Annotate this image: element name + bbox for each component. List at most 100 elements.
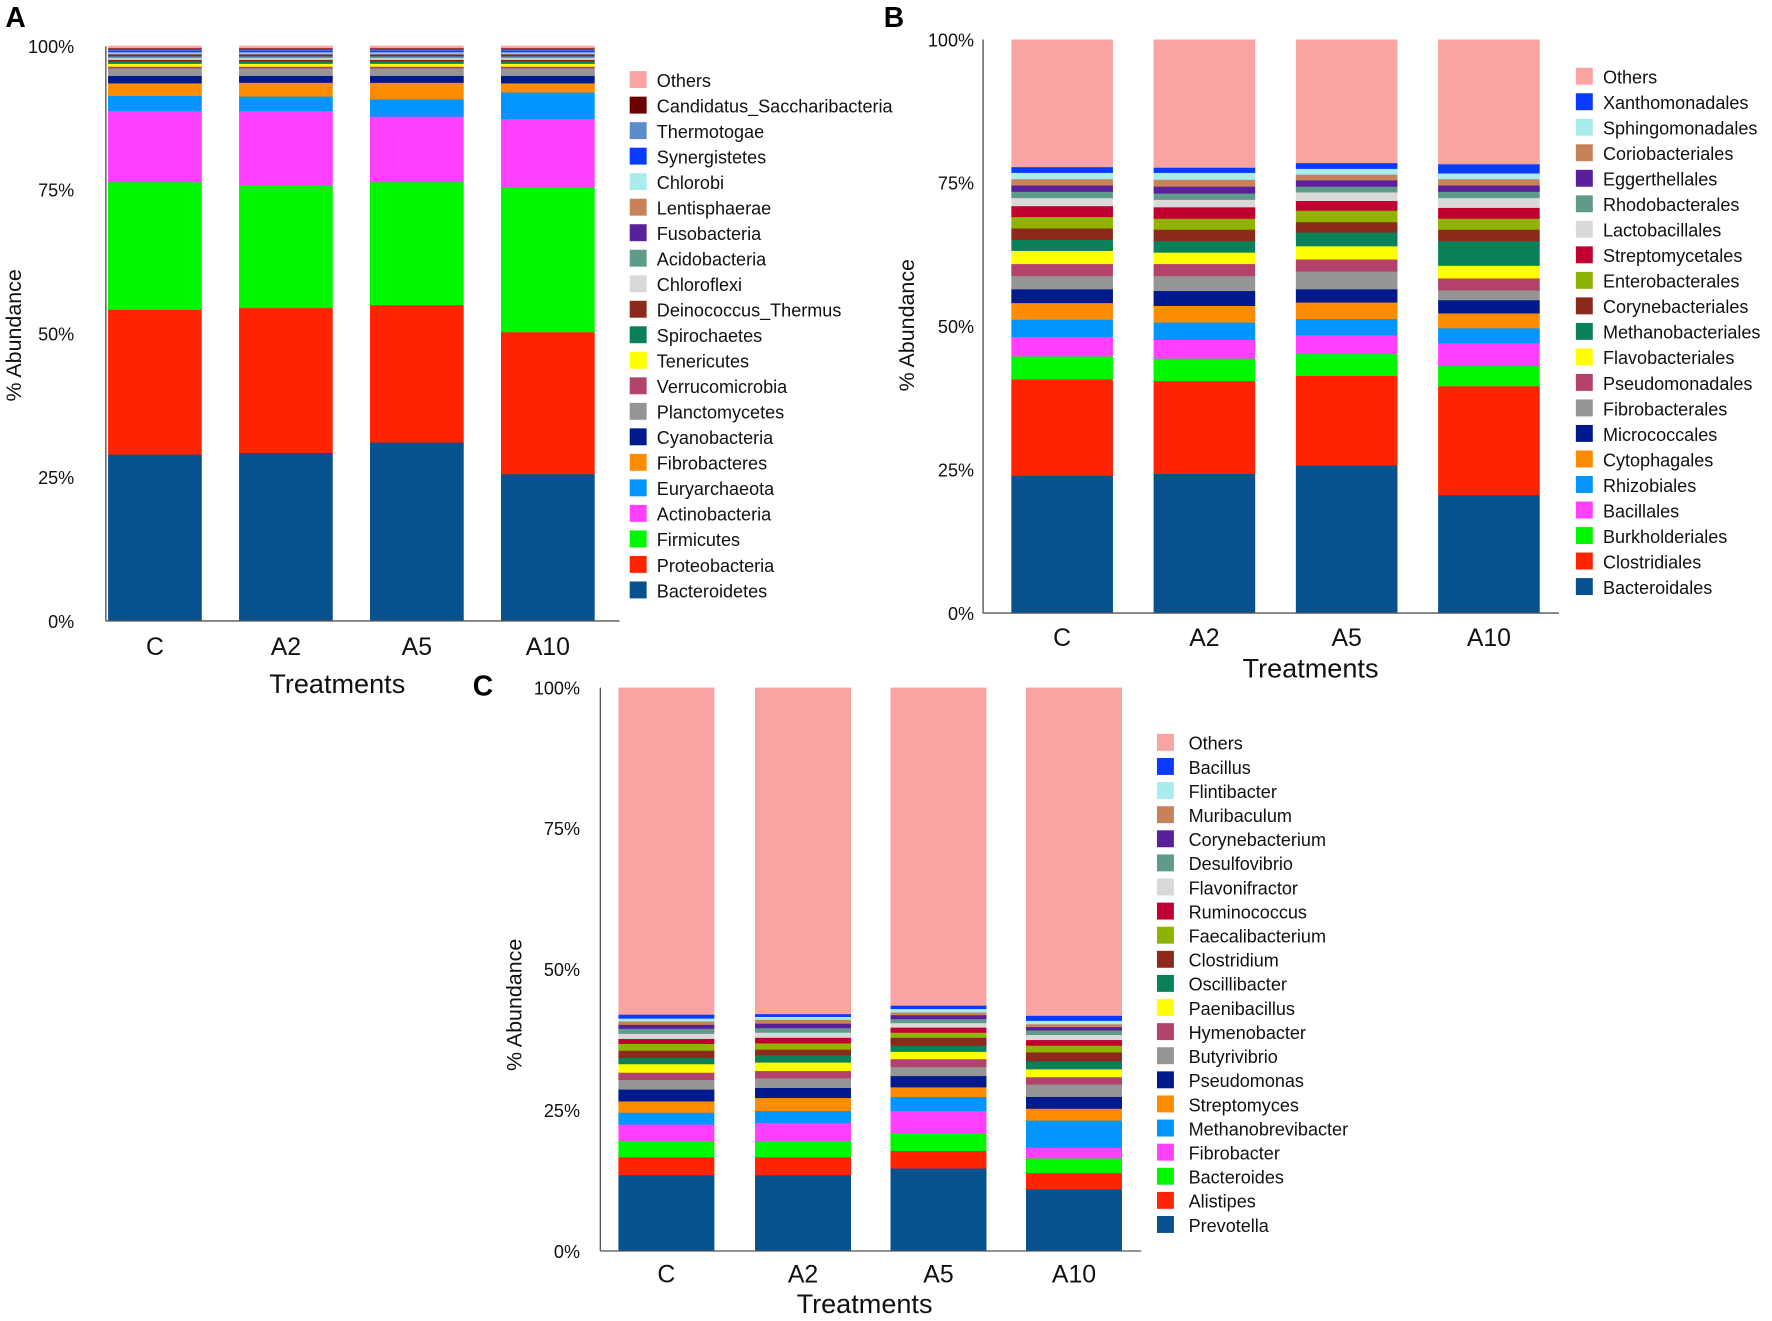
bar-segment-bacteroidetes <box>108 454 202 622</box>
bar-segment-methanobacteriales <box>1011 239 1113 251</box>
bar-segment-rhizobiales <box>1153 322 1256 340</box>
x-axis-title: Treatments <box>1243 652 1379 683</box>
bar-segment-fibrobacter <box>890 1110 987 1134</box>
x-tick-label: A2 <box>271 634 301 661</box>
bar-segment-fibrobacteres <box>239 82 333 97</box>
legend-item: Candidatus_Saccharibacteria <box>629 96 894 117</box>
legend-label: Streptomyces <box>1189 1095 1299 1115</box>
bar-segment-deinococcus-thermus <box>500 59 595 62</box>
legend-item: Streptomyces <box>1156 1095 1299 1115</box>
legend-item: Alistipes <box>1156 1191 1256 1212</box>
bar-segment-others <box>370 45 464 49</box>
bar-segment-eggerthellales <box>1295 180 1398 187</box>
bar-segment-butyrivibrio <box>1026 1084 1122 1097</box>
y-tick-label: 0% <box>948 604 974 624</box>
bar-segment-micrococcales <box>1011 289 1113 304</box>
bar-segment-bacteroidales <box>1011 475 1113 614</box>
legend-swatch <box>1575 578 1593 596</box>
x-axis-title: Treatments <box>269 668 405 699</box>
bar-segment-oscillibacter <box>1026 1061 1122 1070</box>
bar-segment-prevotella <box>755 1174 851 1252</box>
bar-segment-desulfovibrio <box>890 1018 987 1024</box>
legend-item: Flavobacteriales <box>1575 348 1734 368</box>
bar-segment-cyanobacteria <box>108 75 202 84</box>
legend-swatch <box>629 275 647 293</box>
y-tick-label: 0% <box>48 612 74 632</box>
x-tick-label: A10 <box>526 634 570 661</box>
bar-segment-chlorobi <box>370 52 464 54</box>
bar-segment-euryarchaeota <box>370 99 464 117</box>
legend-item: Micrococcales <box>1575 425 1717 445</box>
legend-label: Coriobacteriales <box>1603 144 1733 164</box>
legend-item: Butyrivibrio <box>1156 1047 1278 1067</box>
legend-item: Sphingomonadales <box>1575 119 1758 139</box>
bar-segment-prevotella <box>618 1174 715 1252</box>
bar-segment-pseudomonas <box>890 1075 987 1088</box>
bar-segment-hymenobacter <box>618 1072 715 1081</box>
y-axis-title: % Abundance <box>2 269 26 401</box>
legend-swatch <box>1156 854 1174 872</box>
x-tick-label: A2 <box>1189 625 1219 652</box>
bar-segment-bacteroides <box>618 1140 715 1158</box>
x-tick-label: A2 <box>788 1262 818 1289</box>
bar-segment-xanthomonadales <box>1295 162 1398 169</box>
y-tick-label: 25% <box>38 468 74 488</box>
bar-segment-cyanobacteria <box>370 75 464 83</box>
bar-segment-cytophagales <box>1153 305 1256 323</box>
bar-segment-paenibacillus <box>1026 1069 1122 1078</box>
legend-label: Actinobacteria <box>657 505 772 525</box>
panel-c: C C A2 A5 A10 0% 25% 50% 75% 100% Treatments % Abun… <box>473 670 1348 1320</box>
legend-swatch <box>1575 373 1593 391</box>
bar-segment-hymenobacter <box>890 1058 987 1068</box>
bar-segment-candidatus-saccharibacteria <box>239 48 333 50</box>
legend-item: Corynebacterium <box>1156 830 1326 850</box>
bar-segment-synergistetes <box>108 50 202 53</box>
bar-segment-thermotogae <box>370 49 464 51</box>
bar-segment-clostridium <box>1026 1052 1122 1062</box>
legend-item: Synergistetes <box>629 147 766 167</box>
bar-segment-actinobacteria <box>108 110 202 183</box>
legend-item: Lactobacillales <box>1575 221 1721 241</box>
stacked-bar-A10 <box>1438 39 1540 614</box>
legend-label: Oscillibacter <box>1189 975 1287 995</box>
stacked-bar-C <box>108 45 202 622</box>
legend-item: Flintibacter <box>1156 782 1277 802</box>
bar-segment-cytophagales <box>1011 302 1113 320</box>
legend-label: Sphingomonadales <box>1603 119 1758 139</box>
bar-segment-paenibacillus <box>618 1063 715 1073</box>
bar-segment-bacillus <box>1026 1015 1122 1021</box>
bar-segment-flintibacter <box>1026 1020 1122 1025</box>
legend-swatch <box>1156 782 1174 800</box>
bar-segment-sphingomonadales <box>1438 173 1540 180</box>
legend-swatch <box>1575 501 1593 519</box>
bar-segment-deinococcus-thermus <box>239 59 333 62</box>
bar-segment-desulfovibrio <box>618 1028 715 1034</box>
panel-label: B <box>884 1 904 33</box>
bar-segment-prevotella <box>1026 1189 1122 1252</box>
y-tick-label: 50% <box>544 960 580 980</box>
bar-segment-flavobacteriales <box>1295 245 1398 260</box>
bar-segment-chlorobi <box>500 52 595 54</box>
bar-segment-flavonifractor <box>618 1033 715 1039</box>
bar-segment-bacteroidales <box>1438 494 1540 614</box>
bar-segment-ruminococcus <box>1026 1039 1122 1046</box>
legend-label: Clostridiales <box>1603 552 1701 572</box>
legend-item: Rhizobiales <box>1575 476 1696 496</box>
bar-segment-others <box>755 687 851 1015</box>
bar-segment-cyanobacteria <box>500 75 595 84</box>
legend-swatch <box>1575 93 1593 111</box>
legend-label: Fibrobacter <box>1189 1143 1280 1163</box>
legend-label: Methanobrevibacter <box>1189 1119 1349 1139</box>
bar-segment-ruminococcus <box>755 1037 851 1044</box>
x-tick-label: A10 <box>1052 1262 1096 1289</box>
legend: Others Bacillus Flintibacter Muribaculum Cor… <box>1156 734 1349 1236</box>
bar-segment-bacillales <box>1153 339 1256 359</box>
bar-segment-actinobacteria <box>239 110 333 186</box>
legend-item: Oscillibacter <box>1156 975 1287 995</box>
bar-segment-enterobacterales <box>1153 218 1256 230</box>
bar-segment-others <box>1295 39 1398 164</box>
bar-segment-planctomycetes <box>239 68 333 76</box>
legend-swatch <box>1156 1191 1174 1209</box>
bar-segment-pseudomonas <box>755 1087 851 1099</box>
